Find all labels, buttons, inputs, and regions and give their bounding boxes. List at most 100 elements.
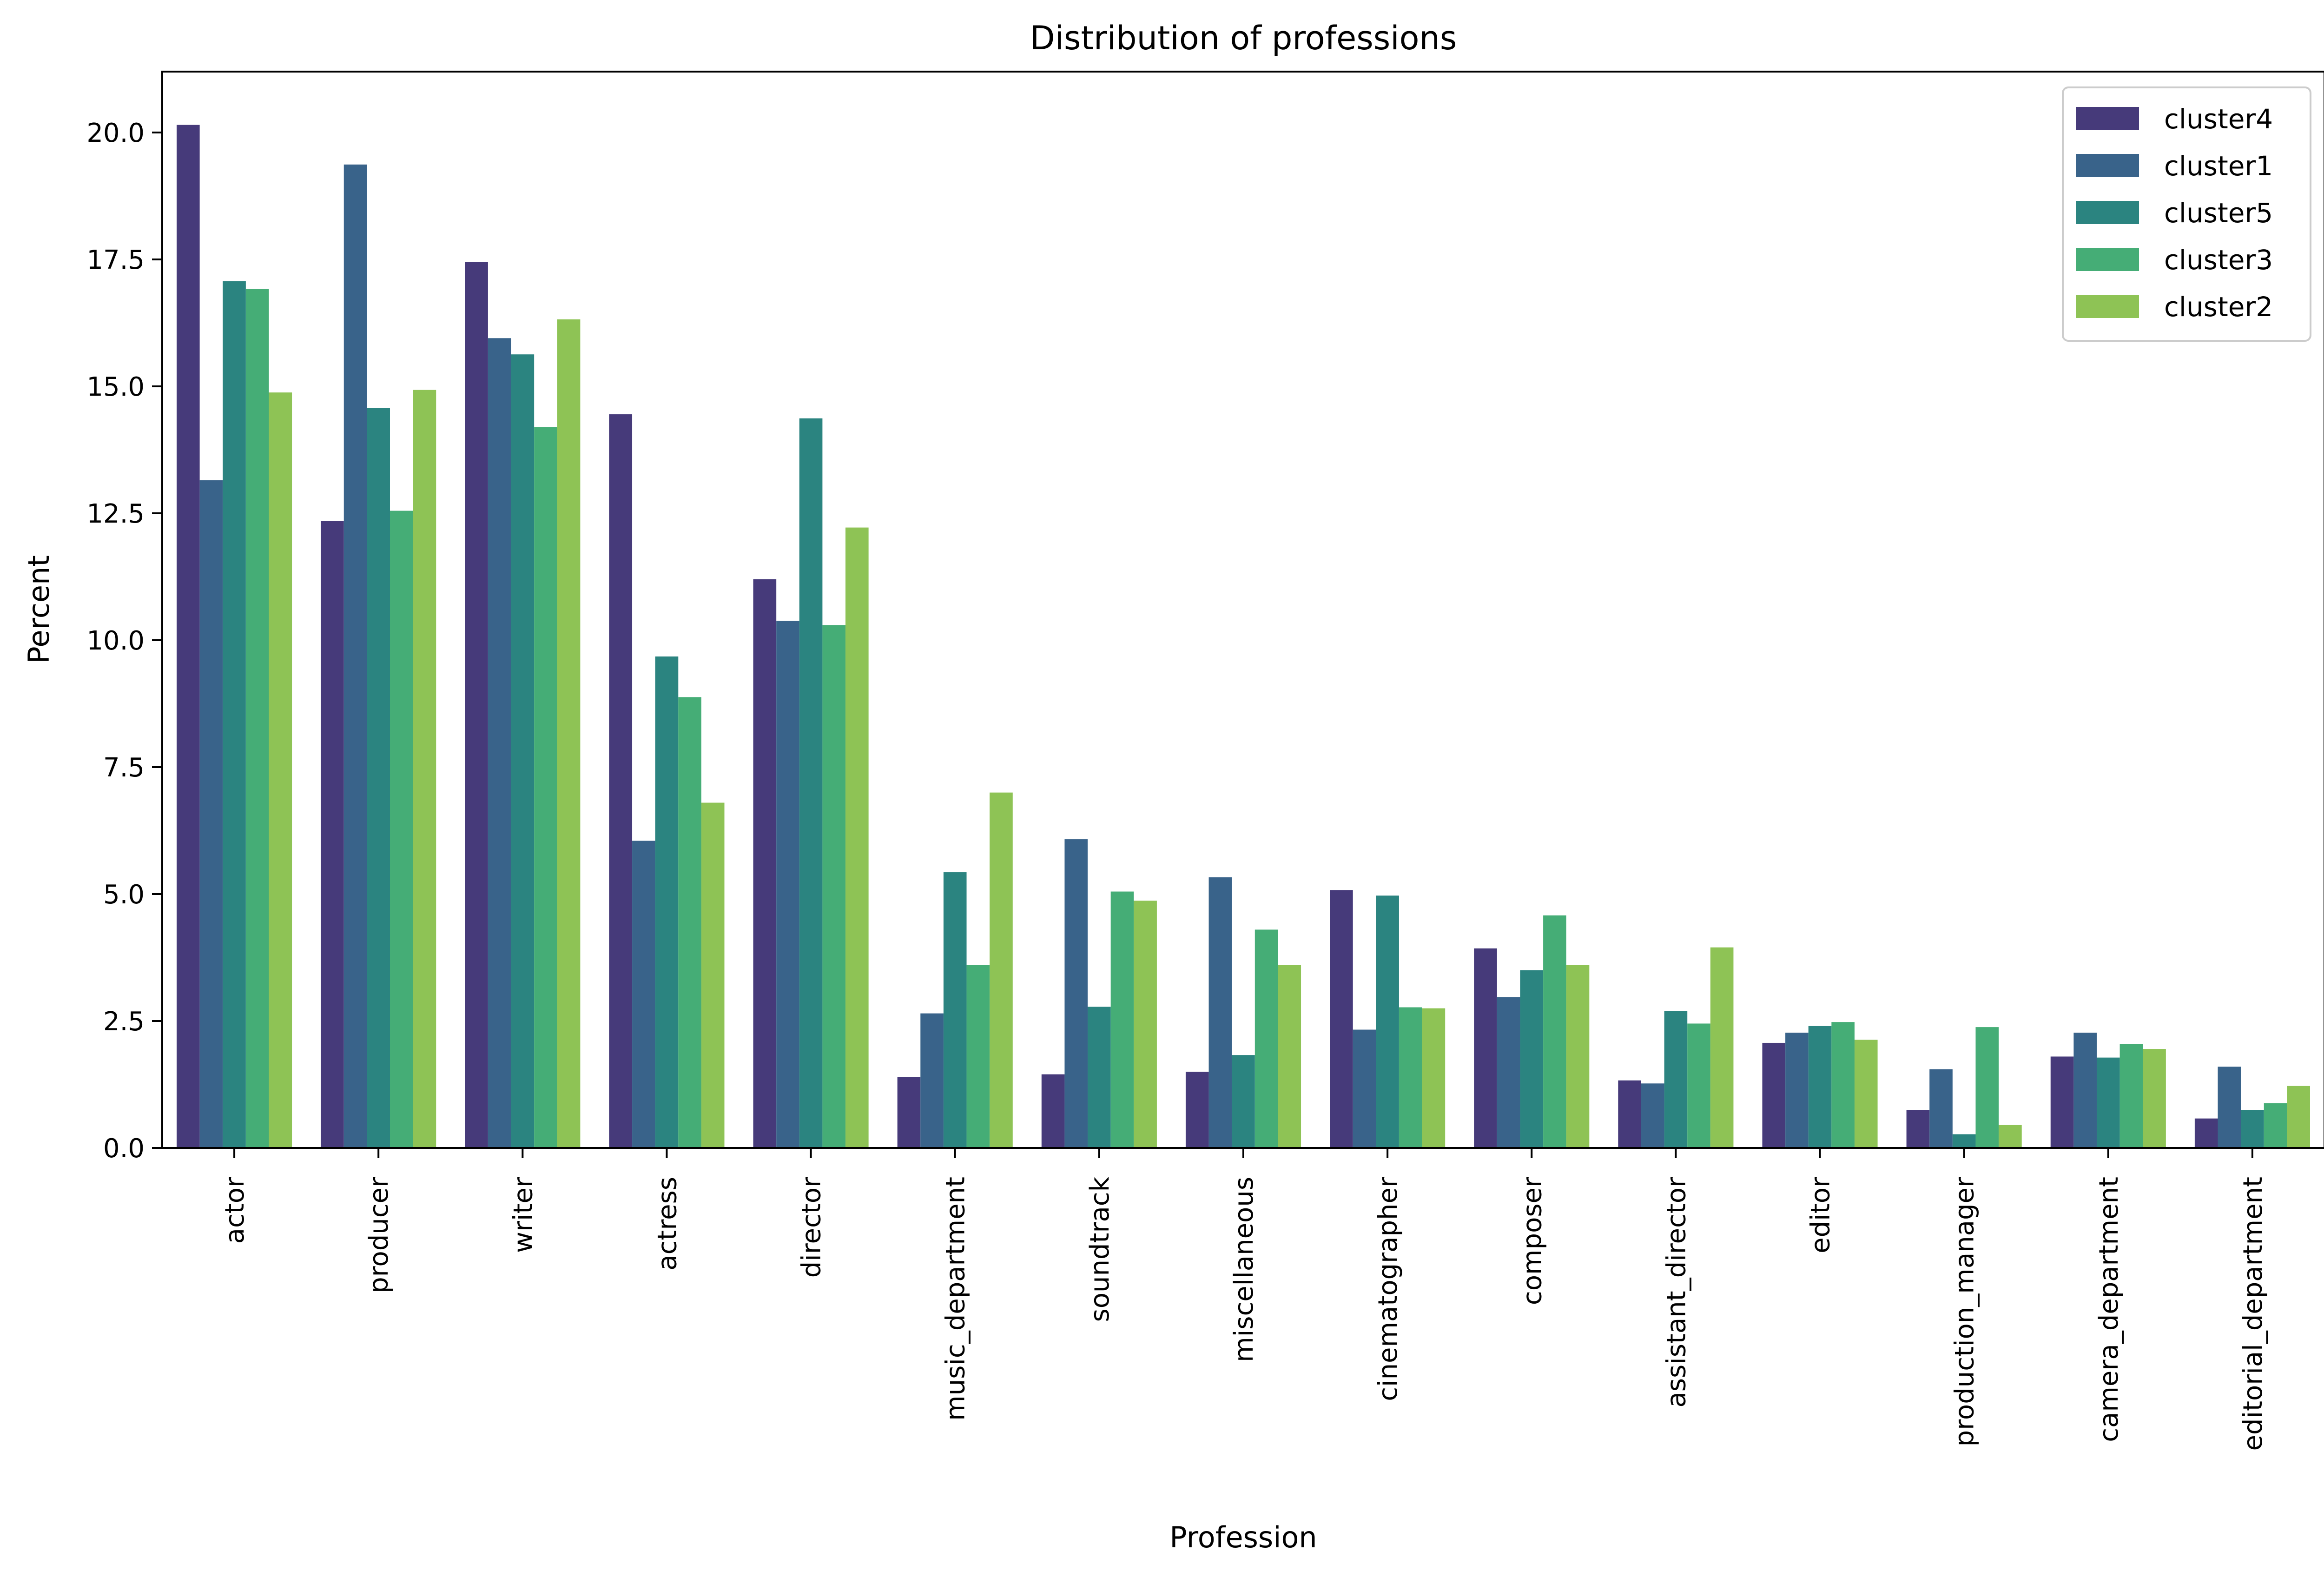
bar-cluster1-miscellaneous [1208,877,1232,1148]
legend: cluster4 cluster1 cluster5 cluster3 cluster2 [2062,86,2311,342]
legend-swatch-cluster2 [2076,295,2139,318]
y-tick-label: 7.5 [103,753,145,783]
legend-swatch-cluster4 [2076,107,2139,130]
x-tick-label-editor: editor [1806,1176,1836,1253]
bar-cluster2-camera_department [2143,1049,2166,1148]
bar-cluster3-composer [1543,915,1566,1148]
bar-cluster3-editor [1831,1022,1855,1148]
plot-frame [161,71,2324,1149]
x-tick-label-actress: actress [652,1177,682,1271]
bar-cluster1-editor [1785,1033,1809,1148]
bar-cluster2-miscellaneous [1278,965,1301,1148]
bar-cluster5-composer [1520,970,1544,1148]
bar-cluster1-cinematographer [1353,1029,1376,1148]
bar-cluster4-cinematographer [1330,890,1353,1148]
bar-cluster2-production_manager [1999,1125,2022,1148]
bar-cluster2-editor [1854,1040,1878,1148]
bar-cluster1-composer [1497,997,1520,1148]
bar-cluster5-writer [511,354,535,1148]
chart-title: Distribution of professions [1030,19,1457,57]
bar-cluster3-music_department [966,965,990,1148]
bar-cluster1-camera_department [2073,1033,2097,1148]
bar-cluster3-soundtrack [1110,891,1134,1148]
bar-cluster5-soundtrack [1088,1007,1111,1148]
bar-cluster3-miscellaneous [1254,929,1278,1148]
bar-cluster4-actress [609,414,633,1148]
bar-cluster5-editor [1808,1026,1832,1148]
bar-cluster4-actor [177,125,200,1148]
bar-cluster2-cinematographer [1422,1008,1446,1148]
bar-cluster1-actor [199,480,223,1148]
bar-cluster5-editorial_department [2241,1110,2264,1148]
x-tick-label-cinematographer: cinematographer [1373,1176,1403,1401]
x-tick-label-production_manager: production_manager [1950,1176,1980,1446]
bar-cluster3-editorial_department [2264,1103,2287,1148]
bar-cluster1-editorial_department [2218,1067,2241,1148]
legend-label-cluster1: cluster1 [2164,150,2273,182]
bar-cluster5-actress [655,656,679,1148]
legend-label-cluster4: cluster4 [2164,103,2273,135]
bar-cluster2-producer [413,390,436,1148]
x-tick-label-music_department: music_department [941,1177,971,1421]
bar-cluster3-camera_department [2119,1044,2143,1148]
x-tick-label-producer: producer [364,1176,394,1293]
bar-cluster1-production_manager [1929,1069,1953,1148]
legend-swatch-cluster5 [2076,201,2139,224]
legend-swatch-cluster3 [2076,248,2139,271]
bar-cluster2-music_department [990,792,1013,1148]
bar-cluster4-miscellaneous [1185,1072,1209,1148]
bar-cluster1-director [776,621,799,1148]
bar-cluster2-soundtrack [1134,901,1157,1148]
bar-cluster4-editor [1762,1042,1786,1148]
y-tick-label: 2.5 [103,1007,145,1037]
y-tick-label: 15.0 [86,372,145,402]
x-tick-label-editorial_department: editorial_department [2238,1177,2268,1451]
bar-cluster3-production_manager [1975,1027,1999,1148]
legend-box [2062,86,2311,342]
x-axis-ticks: actor producer writer actress director music_… [220,1148,2268,1451]
y-tick-label: 5.0 [103,880,145,910]
bar-cluster4-production_manager [1906,1110,1930,1148]
x-tick-label-assistant_director: assistant_director [1661,1176,1691,1407]
bar-cluster4-producer [321,521,344,1148]
legend-label-cluster5: cluster5 [2164,197,2273,229]
x-tick-label-soundtrack: soundtrack [1085,1176,1115,1322]
bar-cluster1-actress [632,841,655,1148]
bar-cluster5-assistant_director [1664,1011,1688,1148]
bar-cluster2-actor [269,392,292,1148]
bar-cluster3-actor [245,289,269,1148]
y-axis-label: Percent [22,555,56,663]
bar-cluster4-writer [465,262,488,1148]
bar-cluster4-assistant_director [1618,1080,1641,1148]
y-tick-label: 17.5 [86,245,145,275]
bar-cluster4-camera_department [2050,1056,2074,1148]
legend-label-cluster2: cluster2 [2164,291,2273,323]
bar-cluster1-producer [343,164,367,1148]
bar-cluster4-soundtrack [1041,1074,1065,1148]
bar-cluster2-editorial_department [2287,1086,2310,1148]
y-tick-label: 10.0 [86,626,145,656]
bar-cluster5-music_department [943,872,967,1148]
bar-cluster2-actress [701,802,725,1148]
bar-cluster3-producer [390,511,413,1148]
bar-cluster2-assistant_director [1710,947,1734,1148]
bar-cluster1-music_department [920,1013,944,1148]
y-tick-label: 12.5 [86,499,145,529]
bar-cluster5-production_manager [1952,1134,1976,1148]
bar-cluster4-editorial_department [2194,1118,2218,1148]
x-tick-label-composer: composer [1517,1176,1547,1305]
legend-swatch-cluster1 [2076,154,2139,177]
x-tick-label-camera_department: camera_department [2094,1177,2124,1442]
x-tick-label-writer: writer [508,1176,538,1253]
x-tick-label-director: director [797,1176,827,1278]
bar-cluster3-actress [678,697,701,1148]
y-axis-ticks: 0.0 2.5 5.0 7.5 10.0 12.5 15.0 17.5 20.0 [86,118,162,1164]
bar-cluster3-cinematographer [1399,1007,1422,1148]
bar-cluster3-director [822,625,846,1148]
bar-cluster5-director [799,418,823,1148]
bar-cluster4-director [753,579,777,1148]
bar-cluster5-miscellaneous [1232,1055,1255,1148]
bar-cluster4-music_department [897,1077,921,1148]
bars-group [177,125,2310,1148]
